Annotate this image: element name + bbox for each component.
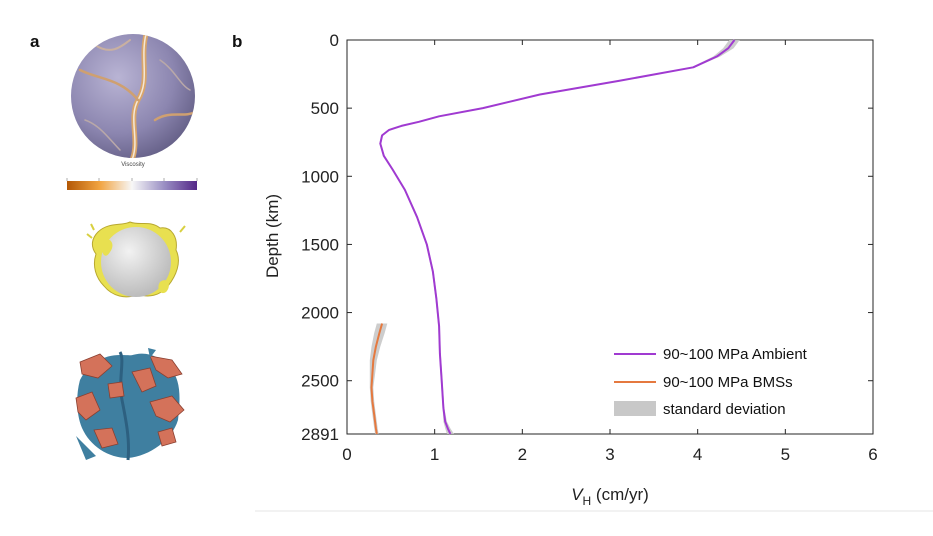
panel-a-label: a	[30, 32, 40, 51]
legend-label-bmss: 90~100 MPa BMSs	[663, 374, 793, 391]
x-tick-label: 3	[605, 445, 614, 464]
x-tick-label: 0	[342, 445, 351, 464]
colorbar-label: Viscosity	[121, 162, 145, 168]
legend-label-std: standard deviation	[663, 401, 786, 418]
viscosity-sphere: Viscosity	[66, 34, 198, 190]
bmss-shell-sphere	[86, 221, 186, 298]
x-tick-label: 2	[518, 445, 527, 464]
x-tick-label: 1	[430, 445, 439, 464]
y-tick-label: 0	[330, 31, 339, 50]
panel-b-label: b	[232, 32, 242, 51]
y-tick-label: 2000	[301, 304, 339, 323]
x-axis-label: VH (cm/yr)	[571, 485, 649, 508]
x-tick-label: 5	[781, 445, 790, 464]
x-tick-label: 6	[868, 445, 877, 464]
slab-sphere	[75, 348, 185, 461]
y-tick-label: 2891	[301, 425, 339, 444]
y-tick-label: 500	[311, 99, 339, 118]
series-line-bmss	[370, 323, 384, 435]
plot-frame	[346, 39, 874, 435]
y-tick-label: 1000	[301, 167, 339, 186]
x-axis-label-sub: H	[583, 494, 592, 508]
velocity-depth-chart: 0 1 2 3 4 5 6 0 500 1000 1500 2000 2500 2891	[301, 31, 878, 464]
legend-label-ambient: 90~100 MPa Ambient	[663, 346, 808, 363]
viscosity-colorbar	[67, 181, 197, 190]
y-tick-label: 2500	[301, 372, 339, 391]
x-axis-label-main: V	[571, 485, 584, 504]
y-axis-label: Depth (km)	[263, 194, 282, 278]
x-tick-label: 4	[693, 445, 702, 464]
legend-swatch-std	[614, 401, 656, 416]
series-line-ambient	[379, 39, 736, 435]
y-tick-label: 1500	[301, 235, 339, 254]
x-axis-label-unit: (cm/yr)	[591, 485, 649, 504]
legend: 90~100 MPa Ambient 90~100 MPa BMSs stand…	[614, 346, 808, 418]
